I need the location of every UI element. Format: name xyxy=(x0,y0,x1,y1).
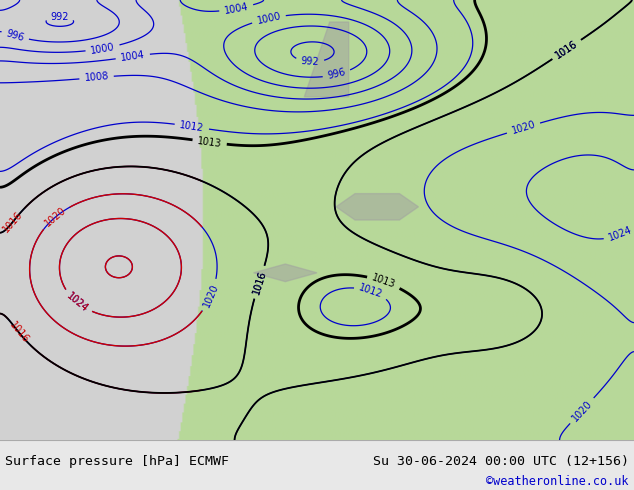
Polygon shape xyxy=(304,22,349,97)
Text: 1024: 1024 xyxy=(65,291,90,314)
Text: 1020: 1020 xyxy=(570,398,594,423)
Text: 992: 992 xyxy=(51,12,69,22)
Text: 992: 992 xyxy=(301,56,320,67)
Text: ©weatheronline.co.uk: ©weatheronline.co.uk xyxy=(486,474,629,488)
Text: 1020: 1020 xyxy=(202,282,220,309)
Text: 1020: 1020 xyxy=(510,120,537,136)
Text: 1016: 1016 xyxy=(553,39,579,60)
Polygon shape xyxy=(336,194,418,220)
Text: 1016: 1016 xyxy=(251,269,268,295)
Text: 1024: 1024 xyxy=(65,291,90,314)
Text: 996: 996 xyxy=(5,28,25,43)
Text: 1020: 1020 xyxy=(43,205,68,229)
Text: 1008: 1008 xyxy=(84,72,109,83)
Text: Surface pressure [hPa] ECMWF: Surface pressure [hPa] ECMWF xyxy=(5,455,229,468)
Polygon shape xyxy=(254,264,317,282)
Text: 1004: 1004 xyxy=(223,1,249,16)
Text: 1013: 1013 xyxy=(197,136,223,148)
Text: 1024: 1024 xyxy=(607,224,633,243)
Text: 996: 996 xyxy=(327,67,347,81)
Text: 1013: 1013 xyxy=(370,273,397,291)
Text: 1000: 1000 xyxy=(256,11,282,26)
Text: 1016: 1016 xyxy=(553,39,579,60)
Text: 1012: 1012 xyxy=(358,282,384,300)
Text: 1000: 1000 xyxy=(89,42,115,55)
Text: 1012: 1012 xyxy=(179,120,205,133)
Text: 1016: 1016 xyxy=(1,209,25,234)
Text: 1004: 1004 xyxy=(120,50,146,63)
Text: 1016: 1016 xyxy=(7,320,30,345)
Text: 1016: 1016 xyxy=(251,269,268,295)
Text: Su 30-06-2024 00:00 UTC (12+156): Su 30-06-2024 00:00 UTC (12+156) xyxy=(373,455,629,468)
